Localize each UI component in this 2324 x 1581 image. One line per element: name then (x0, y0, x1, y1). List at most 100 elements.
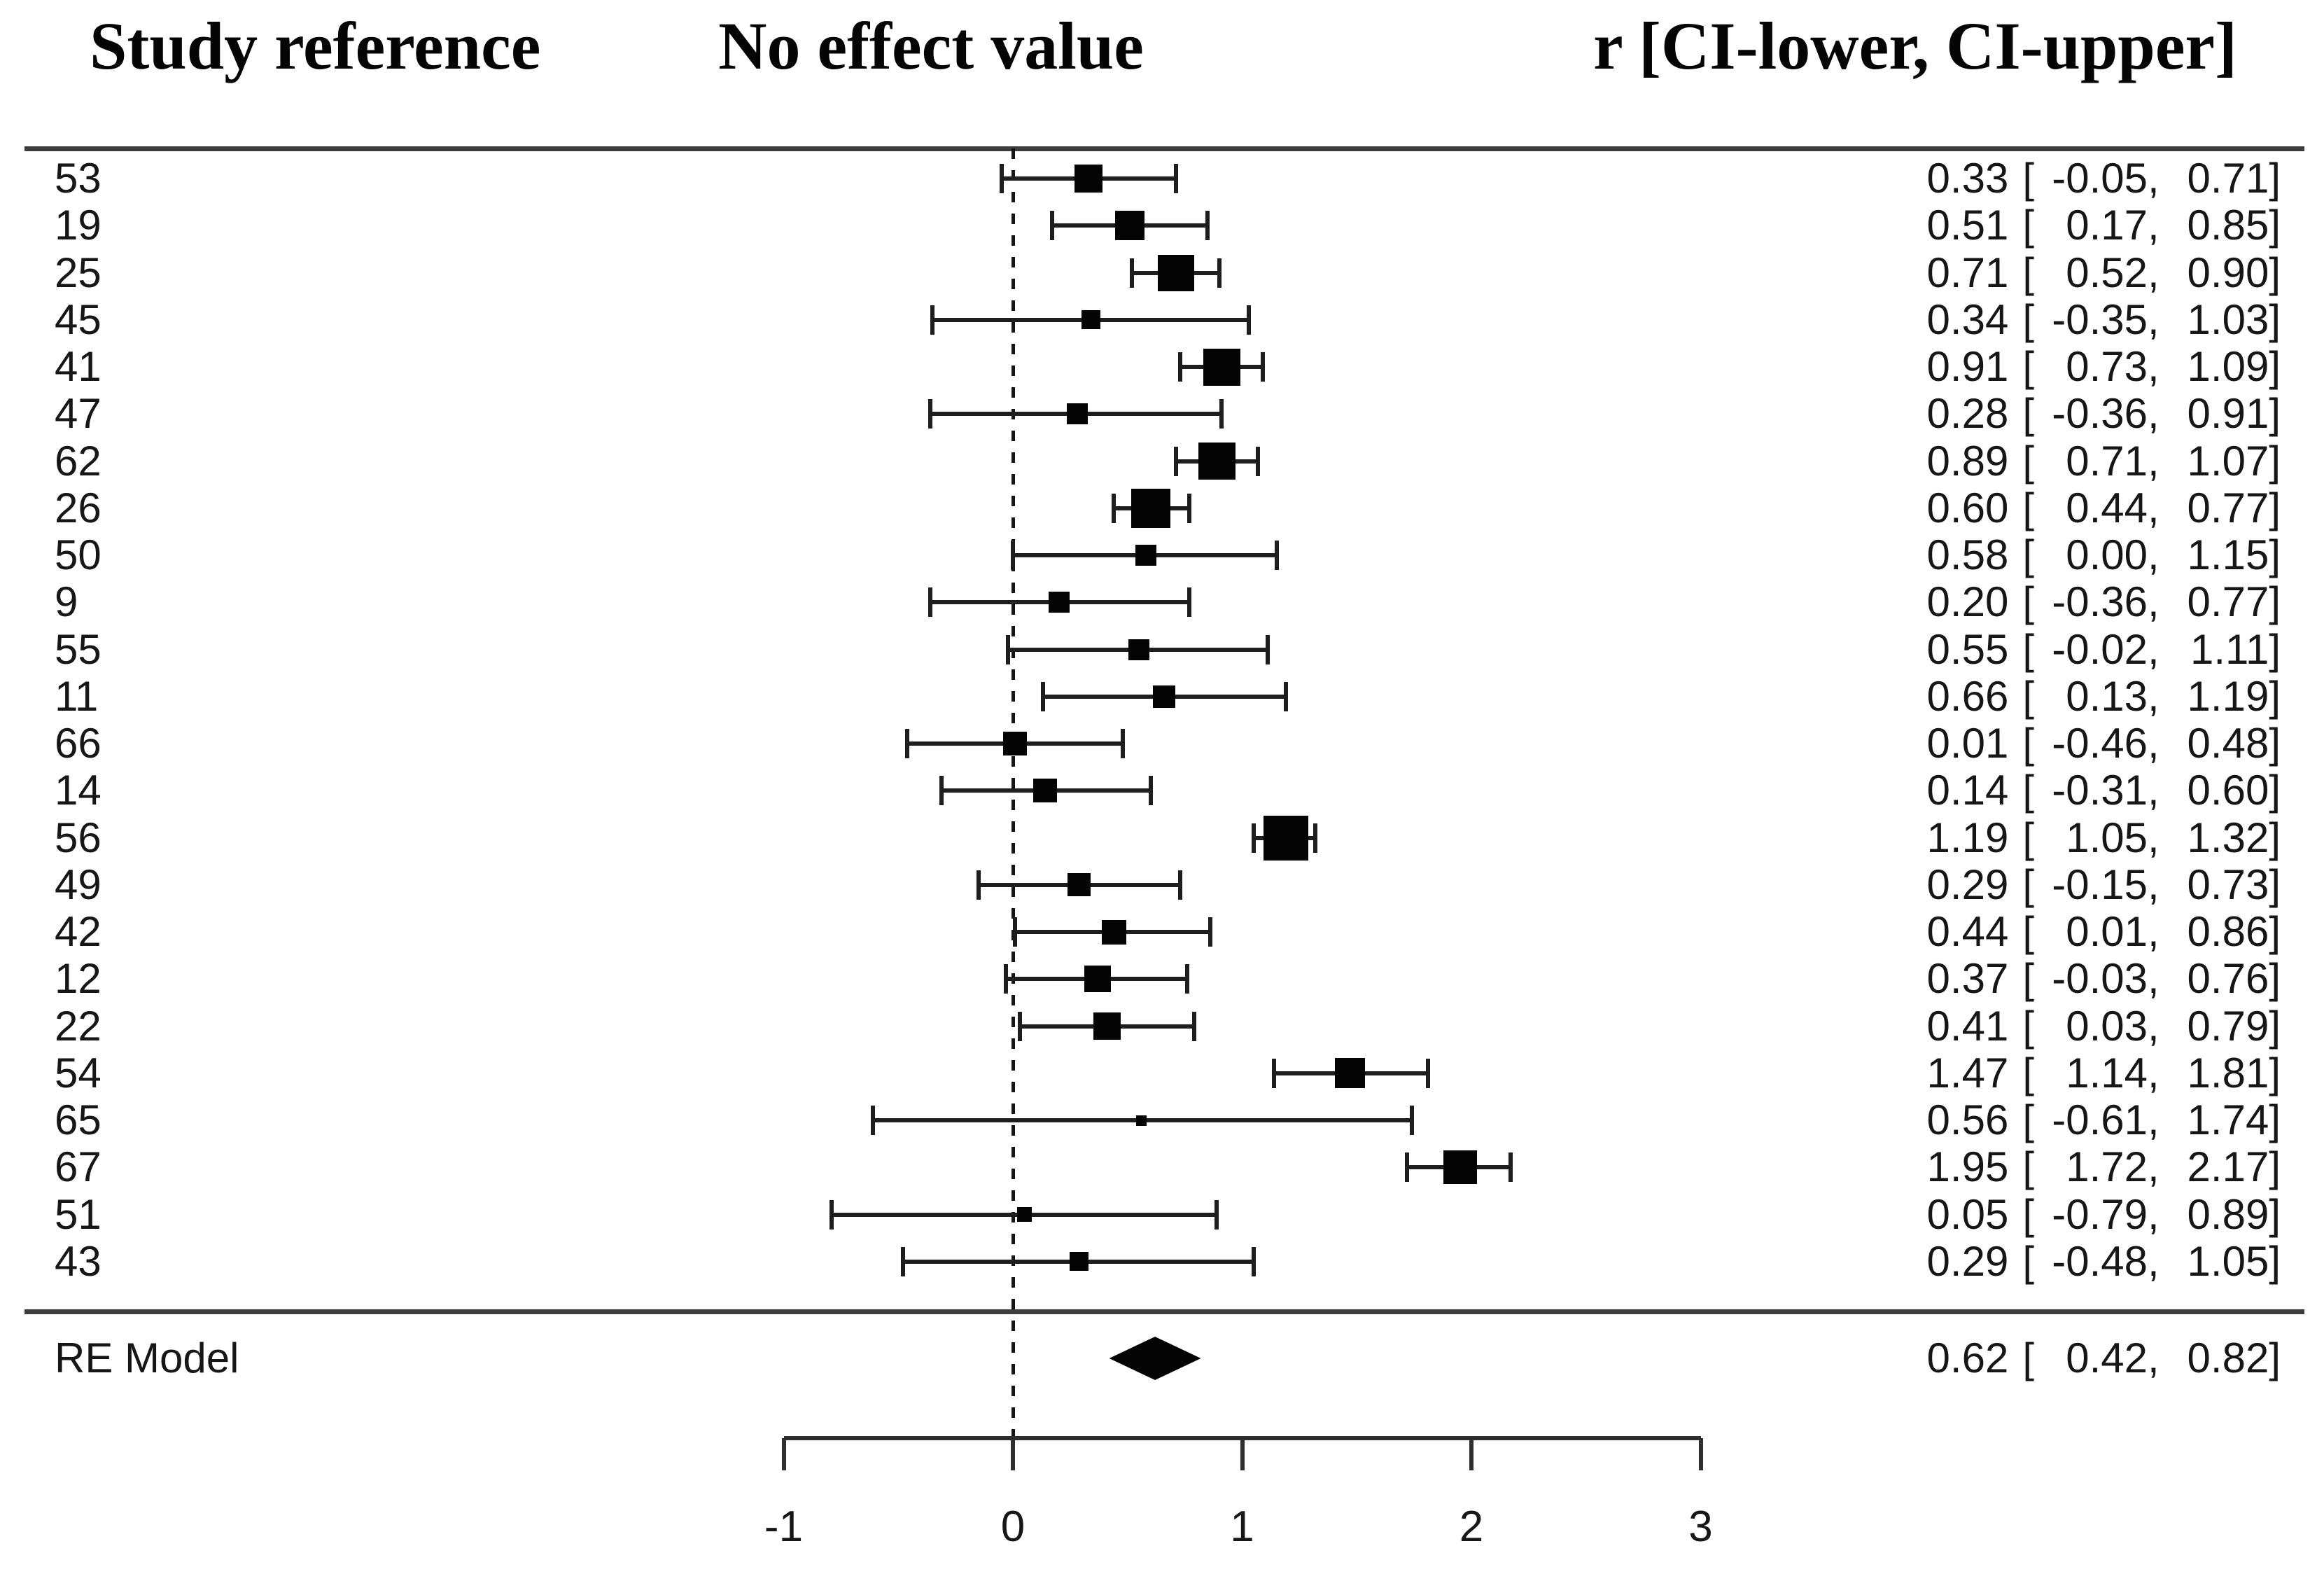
annotation-ci-lower: 0.01 (2066, 908, 2148, 956)
study-label: 53 (55, 155, 102, 202)
annotation-close-bracket: ] (2269, 1002, 2281, 1050)
annotation-ci-lower: 0.73 (2066, 343, 2148, 391)
annotation-comma: , (2147, 343, 2171, 391)
ci-cap-right (1409, 1106, 1414, 1136)
ci-cap-right (1265, 634, 1270, 664)
effect-square (1115, 211, 1145, 241)
study-label: 54 (55, 1049, 102, 1096)
annotation-open-bracket: [ (2022, 767, 2034, 814)
annotation-open-bracket: [ (2022, 814, 2034, 861)
annotation-ci-upper: 1.19 (2187, 672, 2269, 720)
annotation-open-bracket: [ (2022, 1049, 2034, 1096)
ci-cap-left (1013, 917, 1018, 947)
annotation-r-value: 0.51 (1926, 202, 2009, 249)
annotation-comma: , (2147, 1335, 2171, 1381)
annotation-ci-upper: 0.71 (2187, 155, 2269, 202)
study-label: 41 (55, 343, 102, 391)
annotation-ci-upper: 0.89 (2187, 1190, 2269, 1238)
annotation-ci-lower: 0.42 (2066, 1335, 2148, 1381)
x-axis-tick (1698, 1438, 1703, 1470)
estimate-text: 0.56 [-0.61, 1.74] (1910, 1096, 2281, 1144)
study-label: 62 (55, 437, 102, 485)
ci-cap-left (1112, 493, 1116, 523)
effect-square (1334, 1058, 1365, 1089)
study-label: 55 (55, 625, 102, 673)
estimate-text: 0.66 [0.13, 1.19] (1910, 673, 2281, 720)
annotation-ci-upper: 1.15 (2187, 531, 2269, 579)
annotation-comma: , (2147, 625, 2171, 673)
effect-square (1128, 639, 1150, 660)
annotation-comma: , (2147, 1237, 2171, 1285)
ci-cap-right (1187, 587, 1192, 618)
annotation-ci-lower: 0.03 (2066, 1002, 2148, 1050)
annotation-open-bracket: [ (2022, 625, 2034, 673)
annotation-comma: , (2147, 202, 2171, 249)
estimate-text: 0.29 [-0.48, 1.05] (1910, 1238, 2281, 1286)
annotation-open-bracket: [ (2022, 1190, 2034, 1238)
study-label: 25 (55, 249, 102, 296)
annotation-open-bracket: [ (2022, 720, 2034, 767)
annotation-comma: , (2147, 437, 2171, 485)
ci-cap-right (1214, 1199, 1219, 1230)
annotation-ci-upper: 0.76 (2187, 955, 2269, 1003)
annotation-r-value: 0.01 (1926, 720, 2009, 767)
annotation-ci-lower: 0.00 (2066, 531, 2148, 579)
study-label: 11 (55, 672, 99, 720)
annotation-close-bracket: ] (2269, 531, 2281, 579)
summary-diamond (1109, 1337, 1201, 1380)
annotation-open-bracket: [ (2022, 908, 2034, 956)
effect-square (1066, 403, 1088, 425)
annotation-comma: , (2147, 578, 2171, 626)
x-axis-tick (1011, 1438, 1015, 1470)
annotation-comma: , (2147, 955, 2171, 1003)
estimate-text: 0.01 [-0.46, 0.48] (1910, 720, 2281, 767)
ci-cap-left (905, 729, 910, 759)
effect-square (1093, 1012, 1121, 1040)
x-axis-tick (781, 1438, 786, 1470)
effect-square (1130, 488, 1170, 528)
ci-cap-right (1247, 305, 1252, 335)
annotation-ci-lower: -0.61 (2052, 1096, 2148, 1144)
x-axis-tick-label: 0 (1000, 1503, 1026, 1551)
ci-cap-left (900, 1246, 905, 1276)
annotation-close-bracket: ] (2269, 1335, 2281, 1381)
annotation-comma: , (2147, 1096, 2171, 1144)
x-axis-tick-label: 2 (1459, 1503, 1484, 1551)
effect-square (1198, 443, 1236, 480)
study-label: 9 (55, 578, 78, 626)
annotation-close-bracket: ] (2269, 1190, 2281, 1238)
study-label: 12 (55, 955, 102, 1003)
ci-cap-left (1251, 823, 1256, 853)
annotation-r-value: 0.71 (1926, 249, 2009, 296)
x-axis-tick-label: 1 (1230, 1503, 1254, 1551)
annotation-ci-lower: 0.52 (2066, 249, 2148, 296)
annotation-comma: , (2147, 767, 2171, 814)
estimate-text: 0.41 [0.03, 0.79] (1910, 1003, 2281, 1050)
annotation-r-value: 0.89 (1926, 437, 2009, 485)
annotation-close-bracket: ] (2269, 625, 2281, 673)
annotation-r-value: 0.29 (1926, 1237, 2009, 1285)
annotation-r-value: 1.47 (1926, 1049, 2009, 1096)
annotation-open-bracket: [ (2022, 1096, 2034, 1144)
annotation-ci-lower: -0.36 (2052, 390, 2148, 438)
ci-cap-right (1173, 164, 1178, 193)
annotation-close-bracket: ] (2269, 814, 2281, 861)
estimate-text: 0.89 [0.71, 1.07] (1910, 438, 2281, 485)
estimate-text: 0.20 [-0.36, 0.77] (1910, 578, 2281, 626)
effect-square (1135, 1115, 1147, 1126)
study-label: 42 (55, 908, 102, 956)
effect-square (1135, 545, 1156, 566)
effect-square (1074, 165, 1103, 193)
annotation-r-value: 0.60 (1926, 484, 2009, 531)
annotation-comma: , (2147, 1049, 2171, 1096)
study-label: 22 (55, 1002, 102, 1050)
ci-cap-left (1011, 541, 1015, 571)
annotation-open-bracket: [ (2022, 155, 2034, 202)
effect-square (1157, 254, 1194, 291)
annotation-r-value: 0.56 (1926, 1096, 2009, 1144)
estimate-text: 1.95 [1.72, 2.17] (1910, 1143, 2281, 1191)
study-label: 66 (55, 720, 102, 767)
annotation-open-bracket: [ (2022, 295, 2034, 343)
annotation-comma: , (2147, 861, 2171, 908)
